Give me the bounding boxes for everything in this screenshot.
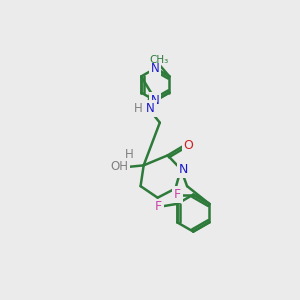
- Text: F: F: [155, 200, 162, 213]
- Text: N: N: [151, 62, 160, 75]
- Text: O: O: [184, 139, 194, 152]
- Text: N: N: [178, 163, 188, 176]
- Text: CH₃: CH₃: [149, 55, 168, 65]
- Text: OH: OH: [111, 160, 129, 173]
- Text: N: N: [151, 94, 160, 107]
- Text: F: F: [174, 188, 181, 201]
- Text: N: N: [146, 102, 155, 115]
- Text: H: H: [134, 102, 142, 115]
- Text: H: H: [125, 148, 134, 161]
